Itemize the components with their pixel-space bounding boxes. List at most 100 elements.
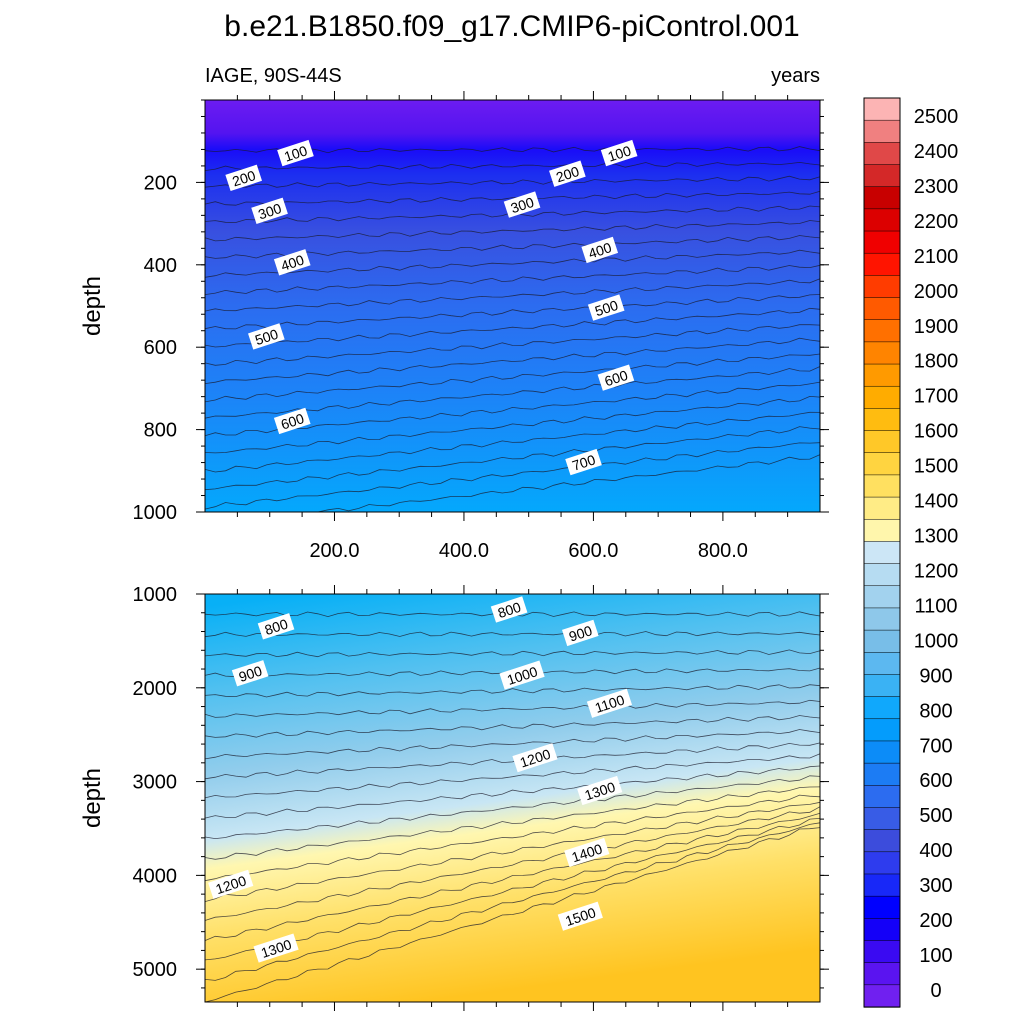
upper-plot-fill [205,100,820,512]
colorbar-swatch [863,408,901,432]
contour-line [204,411,821,473]
contour-line [204,806,821,921]
colorbar-label: 2000 [914,281,959,303]
contour-label: 500 [248,323,285,350]
y-tick-label: 800 [144,420,177,442]
contour-label: 300 [503,191,541,218]
colorbar-label: 900 [919,665,952,687]
colorbar-frame [863,97,901,1008]
colorbar-swatch [863,629,901,653]
contour-label-text: 500 [593,297,620,320]
contour-line [204,753,821,799]
contour-line [204,324,821,366]
contour-label-box [225,164,263,191]
colorbar-swatch [863,674,901,698]
upper-plot-frame [204,99,821,513]
colorbar-swatch [863,873,901,897]
contour-line [204,366,821,419]
colorbar-label: 2200 [914,211,959,233]
colorbar-label: 1600 [914,421,959,443]
contour-line [204,235,821,259]
y-tick-label: 400 [144,255,177,277]
colorbar-label: 1500 [914,456,959,478]
colorbar-swatch [863,452,901,476]
colorbar-label: 1800 [914,351,959,373]
contour-label-text: 200 [230,167,257,190]
contour-label-text: 100 [606,142,633,165]
colorbar-swatch [863,97,901,121]
lower-plot-frame [204,593,821,1003]
contour-label-box [587,294,625,321]
colorbar-label: 500 [919,805,952,827]
contour-line [204,794,821,882]
contour-line [204,395,821,454]
contour-label-box [251,197,288,224]
colorbar-swatch [863,718,901,742]
colorbar-swatch [863,740,901,764]
contour-line [204,264,821,295]
colorbar-label: 1300 [914,526,959,548]
contour-label: 1200 [512,743,558,773]
contour-label-box [565,448,602,476]
upper-left-label: IAGE, 90S-44S [205,65,342,87]
colorbar-swatch [863,297,901,321]
contour-label-text: 700 [570,451,597,474]
contour-label-text: 900 [567,622,594,645]
contour-label-box [562,619,599,647]
colorbar: 2500240023002200210020001900180017001600… [863,97,959,1008]
contour-line [204,742,821,780]
colorbar-swatch [863,164,901,188]
colorbar-swatch [863,208,901,232]
colorbar-swatch [863,275,901,299]
contour-label-box [512,743,558,773]
contour-label-box [600,139,638,167]
colorbar-swatch [863,585,901,609]
contour-line [204,278,821,312]
contour-label: 700 [565,448,602,476]
colorbar-swatch [863,142,901,166]
colorbar-swatch [863,984,901,1008]
contour-line [204,337,821,384]
contour-label: 800 [490,596,528,623]
colorbar-label: 2300 [914,176,959,198]
colorbar-label: 700 [919,735,952,757]
colorbar-swatch [863,319,901,343]
contour-label-text: 400 [279,251,306,274]
y-tick-label: 200 [144,172,177,194]
colorbar-swatch [863,563,901,587]
contour-label-box [257,613,295,640]
colorbar-swatch [863,785,901,809]
contour-label: 400 [273,249,311,276]
contour-line [204,699,821,718]
colorbar-swatch [863,895,901,919]
contour-line [204,249,821,278]
y-tick-label: 1000 [133,502,178,524]
contour-label-box [549,160,586,187]
contour-label: 600 [597,364,635,391]
contour-label-box [490,596,528,623]
contour-line [204,353,821,403]
contour-line [204,381,821,437]
contour-line [204,729,821,760]
contour-label-text: 500 [253,326,280,349]
contour-line [204,818,821,961]
contour-line [204,442,821,510]
upper-contour-lines [204,146,821,513]
contour-line [204,765,821,819]
contour-line [204,190,821,206]
contour-label-text: 800 [263,616,290,639]
x-tick-label: 600.0 [568,540,618,562]
contour-label-text: 100 [282,142,309,165]
colorbar-swatch [863,607,901,631]
colorbar-label: 1700 [914,386,959,408]
colorbar-label: 1100 [914,595,957,617]
x-tick-label: 200.0 [309,540,359,562]
y-tick-label: 3000 [133,772,178,794]
colorbar-label: 1400 [914,491,959,513]
lower-plot-fill [205,594,820,1002]
contour-line [204,822,821,981]
contour-label: 100 [277,139,314,167]
colorbar-swatch [863,363,901,387]
lower-y-axis-label: depth [79,768,106,828]
contour-label-text: 600 [602,367,629,390]
